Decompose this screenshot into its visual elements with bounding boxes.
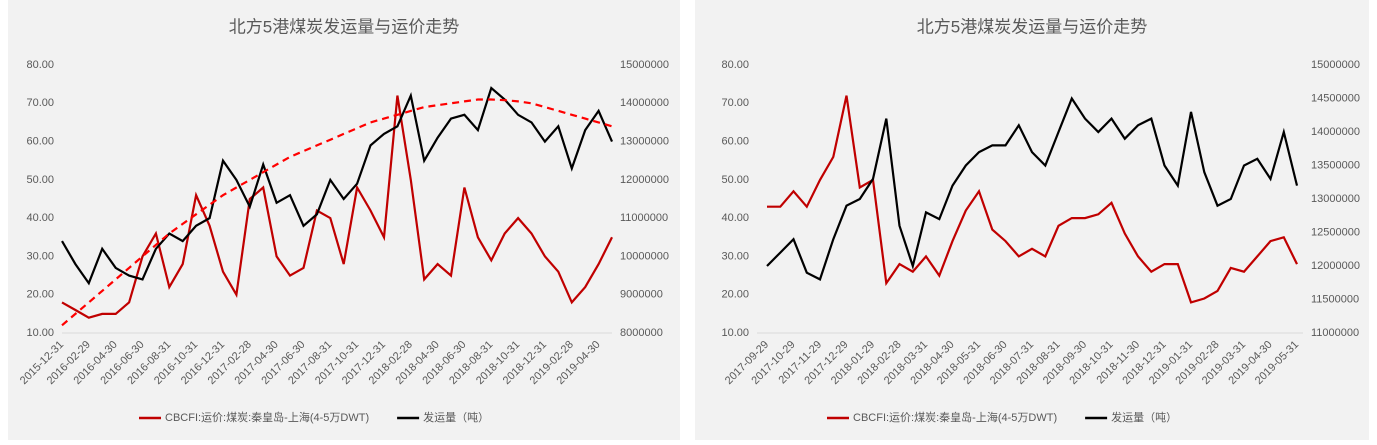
y2-tick-label: 15000000 <box>620 59 669 71</box>
y2-tick-label: 14500000 <box>1311 92 1360 104</box>
y2-tick-label: 12000000 <box>620 174 669 186</box>
y2-tick-label: 11000000 <box>1311 327 1359 339</box>
y2-tick-label: 13000000 <box>620 135 669 147</box>
y2-tick-label: 13500000 <box>1311 159 1360 171</box>
y-tick-label: 50.00 <box>721 174 749 186</box>
chart-panel: 北方5港煤炭发运量与运价走势 10.00 20.00 30.00 40.00 50.00 6… <box>8 0 680 440</box>
y-tick-label: 10.00 <box>26 327 54 339</box>
chart-title: 北方5港煤炭发运量与运价走势 <box>917 17 1147 36</box>
y-tick-label: 70.00 <box>721 97 749 109</box>
y-tick-label: 40.00 <box>26 212 54 224</box>
y2-tick-label: 10000000 <box>620 250 669 262</box>
chart-panel: 北方5港煤炭发运量与运价走势 10.00 20.00 30.00 40.00 50.00 6… <box>695 0 1369 440</box>
data-line <box>766 96 1299 281</box>
legend-label: 发运量（吨） <box>1111 410 1177 424</box>
legend-label: CBCFI:运价:煤炭:秦皇岛-上海(4-5万DWT) <box>853 410 1057 424</box>
y-tick-label: 20.00 <box>26 289 54 301</box>
data-line <box>61 95 613 319</box>
y2-tick-label: 11000000 <box>620 212 668 224</box>
panel-background <box>695 0 1369 440</box>
y-tick-label: 40.00 <box>721 212 749 224</box>
data-line <box>767 95 1298 304</box>
y-tick-label: 70.00 <box>26 97 54 109</box>
trend-line <box>61 98 613 327</box>
y2-tick-label: 8000000 <box>620 327 663 339</box>
y2-tick-label: 14000000 <box>620 97 669 109</box>
y2-tick-label: 15000000 <box>1311 59 1360 71</box>
legend-label: CBCFI:运价:煤炭:秦皇岛-上海(4-5万DWT) <box>165 410 369 424</box>
y-tick-label: 10.00 <box>721 327 749 339</box>
y-tick-label: 60.00 <box>721 135 749 147</box>
y-tick-label: 20.00 <box>721 289 749 301</box>
y2-tick-label: 12500000 <box>1311 226 1360 238</box>
y2-tick-label: 9000000 <box>620 289 663 301</box>
y2-tick-label: 12000000 <box>1311 260 1360 272</box>
y-tick-label: 50.00 <box>26 174 54 186</box>
y-tick-label: 60.00 <box>26 135 54 147</box>
y-tick-label: 30.00 <box>26 250 54 262</box>
chart-title: 北方5港煤炭发运量与运价走势 <box>229 17 459 36</box>
y2-tick-label: 14000000 <box>1311 126 1360 138</box>
panel-background <box>8 0 680 440</box>
y-tick-label: 80.00 <box>26 59 54 71</box>
y2-tick-label: 11500000 <box>1311 293 1359 305</box>
legend-label: 发运量（吨） <box>423 410 489 424</box>
data-line <box>61 86 614 286</box>
y-tick-label: 30.00 <box>721 250 749 262</box>
y-tick-label: 80.00 <box>721 59 749 71</box>
y2-tick-label: 13000000 <box>1311 193 1360 205</box>
